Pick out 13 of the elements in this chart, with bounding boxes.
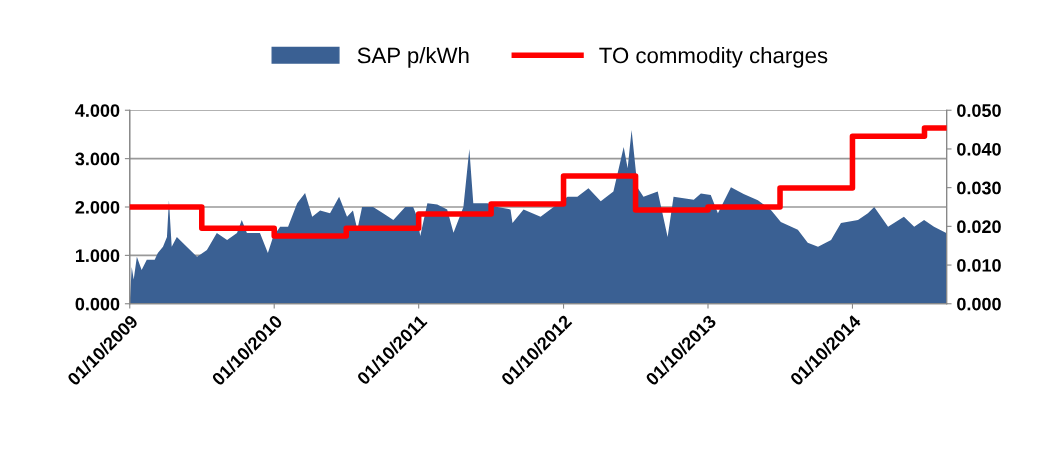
y-tick-label: 0.000 (75, 297, 120, 311)
y2-tick-label: 0.010 (957, 258, 1001, 272)
y2-tick-label: 0.040 (957, 142, 1001, 156)
y2-tick-label: 0.020 (957, 220, 1001, 234)
legend-label: TO commodity charges (599, 47, 828, 68)
y2-tick-label: 0.000 (957, 297, 1001, 311)
y-tick-label: 1.000 (75, 249, 120, 263)
y-tick-label: 2.000 (75, 200, 120, 214)
legend-label: SAP p/kWh (357, 47, 469, 68)
y-tick-label: 3.000 (75, 152, 120, 166)
y-tick-label: 4.000 (75, 104, 120, 117)
y2-tick-label: 0.030 (957, 181, 1001, 195)
y2-tick-label: 0.050 (957, 104, 1001, 117)
